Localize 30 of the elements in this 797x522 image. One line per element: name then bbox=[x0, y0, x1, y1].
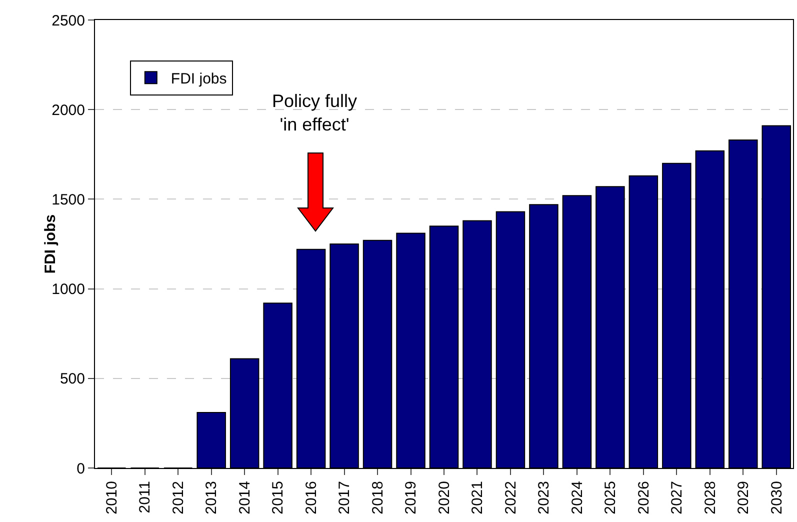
x-tick-label: 2029 bbox=[735, 481, 752, 514]
x-tick-label: 2013 bbox=[203, 481, 220, 514]
x-tick-label: 2023 bbox=[536, 481, 553, 514]
x-tick-label: 2011 bbox=[136, 481, 154, 514]
x-tick-label: 2026 bbox=[635, 481, 652, 514]
x-tick-label: 2012 bbox=[170, 481, 187, 514]
x-tick-label: 2022 bbox=[502, 481, 520, 514]
annotation: Policy fully 'in effect' bbox=[272, 91, 358, 134]
y-tick-label: 0 bbox=[76, 460, 85, 478]
x-tick-label: 2027 bbox=[668, 481, 686, 514]
x-tick-label: 2014 bbox=[236, 481, 254, 514]
x-tick-label: 2028 bbox=[702, 481, 719, 514]
x-tick-label: 2010 bbox=[103, 481, 120, 514]
x-tick-label: 2021 bbox=[469, 481, 486, 514]
x-tick-label: 2020 bbox=[436, 481, 453, 514]
y-tick-label: 1500 bbox=[52, 191, 85, 208]
y-tick-label: 2500 bbox=[52, 12, 85, 30]
x-tick-label: 2019 bbox=[402, 481, 420, 514]
y-tick-label: 2000 bbox=[52, 102, 85, 119]
legend-label: FDI jobs bbox=[170, 70, 227, 88]
y-axis-title: FDI jobs bbox=[42, 214, 59, 274]
y-tick-label: 1000 bbox=[52, 281, 85, 298]
y-tick-label: 500 bbox=[60, 370, 85, 388]
x-tick-label: 2017 bbox=[336, 481, 354, 514]
x-tick-label: 2024 bbox=[568, 481, 586, 514]
x-tick-label: 2018 bbox=[369, 481, 386, 514]
x-tick-label: 2030 bbox=[768, 481, 786, 514]
x-tick-label: 2016 bbox=[302, 481, 320, 514]
x-tick-label: 2025 bbox=[602, 481, 620, 514]
x-tick-label: 2015 bbox=[270, 481, 287, 514]
